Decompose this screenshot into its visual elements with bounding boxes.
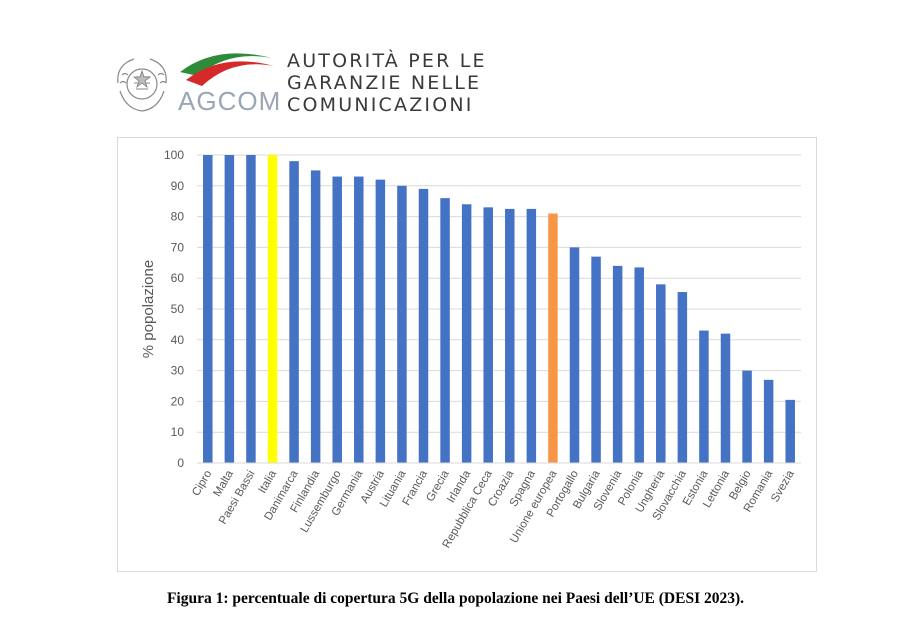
org-name-line-2: GARANZIE NELLE <box>287 72 482 94</box>
bar-portogallo <box>569 247 580 463</box>
bar-paesi-bassi <box>246 155 256 463</box>
bar-slovacchia <box>677 292 688 463</box>
agcom-logo-text: AGCOM <box>178 86 282 116</box>
bar-polonia <box>634 267 644 463</box>
bar-grecia <box>440 198 450 463</box>
bar-danimarca <box>289 161 299 463</box>
bar-estonia <box>699 330 709 463</box>
bar-bulgaria <box>591 256 601 463</box>
y-axis-label: % popolazione <box>140 260 157 358</box>
org-name-line-1: AUTORITÀ PER LE <box>287 50 487 72</box>
bar-irlanda <box>461 204 472 463</box>
bar-lituania <box>397 185 407 464</box>
bar-francia <box>418 188 429 463</box>
x-tick-label: Cipro <box>190 469 214 499</box>
bar-unione-europea <box>548 213 558 463</box>
bar-lussemburgo <box>332 176 342 463</box>
y-tick-label: 30 <box>171 364 185 378</box>
bar-germania <box>354 176 364 463</box>
y-tick-label: 90 <box>171 179 185 193</box>
agcom-tricolor-swoosh-icon <box>180 53 274 86</box>
bar-cipro <box>203 155 213 463</box>
y-tick-label: 50 <box>171 302 185 316</box>
bar-belgio <box>742 370 752 463</box>
bar-austria <box>375 179 386 463</box>
bar-spagna <box>526 208 537 463</box>
chart-frame <box>117 137 817 572</box>
y-tick-label: 100 <box>164 148 184 162</box>
figure-caption: Figura 1: percentuale di copertura 5G de… <box>166 590 745 607</box>
org-name-line-3: COMUNICAZIONI <box>287 94 474 116</box>
bar-ungheria <box>656 284 666 463</box>
bar-repubblica-ceca <box>483 207 493 463</box>
bar-malta <box>224 155 235 463</box>
bar-italia <box>267 155 278 463</box>
y-tick-label: 40 <box>171 333 185 347</box>
bar-lettonia <box>720 333 731 463</box>
bar-svezia <box>785 399 795 463</box>
italian-republic-emblem-icon <box>117 58 167 112</box>
bar-slovenia <box>612 265 623 463</box>
y-tick-label: 80 <box>171 210 185 224</box>
bar-croazia <box>505 208 515 463</box>
y-tick-label: 10 <box>171 425 185 439</box>
y-tick-label: 60 <box>171 271 185 285</box>
bar-romania <box>763 379 774 463</box>
y-tick-label: 70 <box>171 240 185 254</box>
y-tick-label: 20 <box>171 394 185 408</box>
y-tick-label: 0 <box>177 456 184 470</box>
bar-finlandia <box>310 170 321 463</box>
